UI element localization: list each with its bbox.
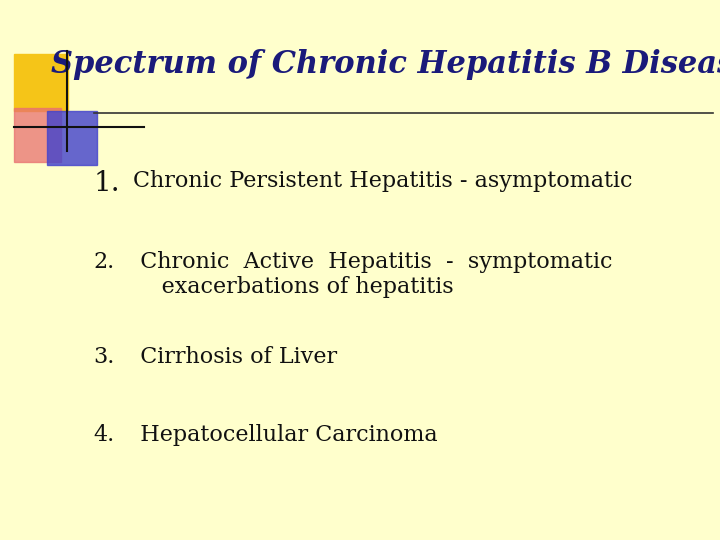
Text: Cirrhosis of Liver: Cirrhosis of Liver [126,346,337,368]
Text: Hepatocellular Carcinoma: Hepatocellular Carcinoma [126,424,438,446]
Bar [47,111,97,165]
Text: 1.: 1. [94,170,120,197]
Text: Chronic Persistent Hepatitis - asymptomatic: Chronic Persistent Hepatitis - asymptoma… [133,170,633,192]
Text: 4.: 4. [94,424,115,446]
Bar [14,108,61,162]
Text: 2.: 2. [94,251,115,273]
Text: 3.: 3. [94,346,115,368]
Text: Chronic  Active  Hepatitis  -  symptomatic
     exacerbations of hepatitis: Chronic Active Hepatitis - symptomatic e… [126,251,613,299]
Bar [14,54,68,111]
Text: Spectrum of Chronic Hepatitis B Diseases: Spectrum of Chronic Hepatitis B Diseases [50,49,720,80]
